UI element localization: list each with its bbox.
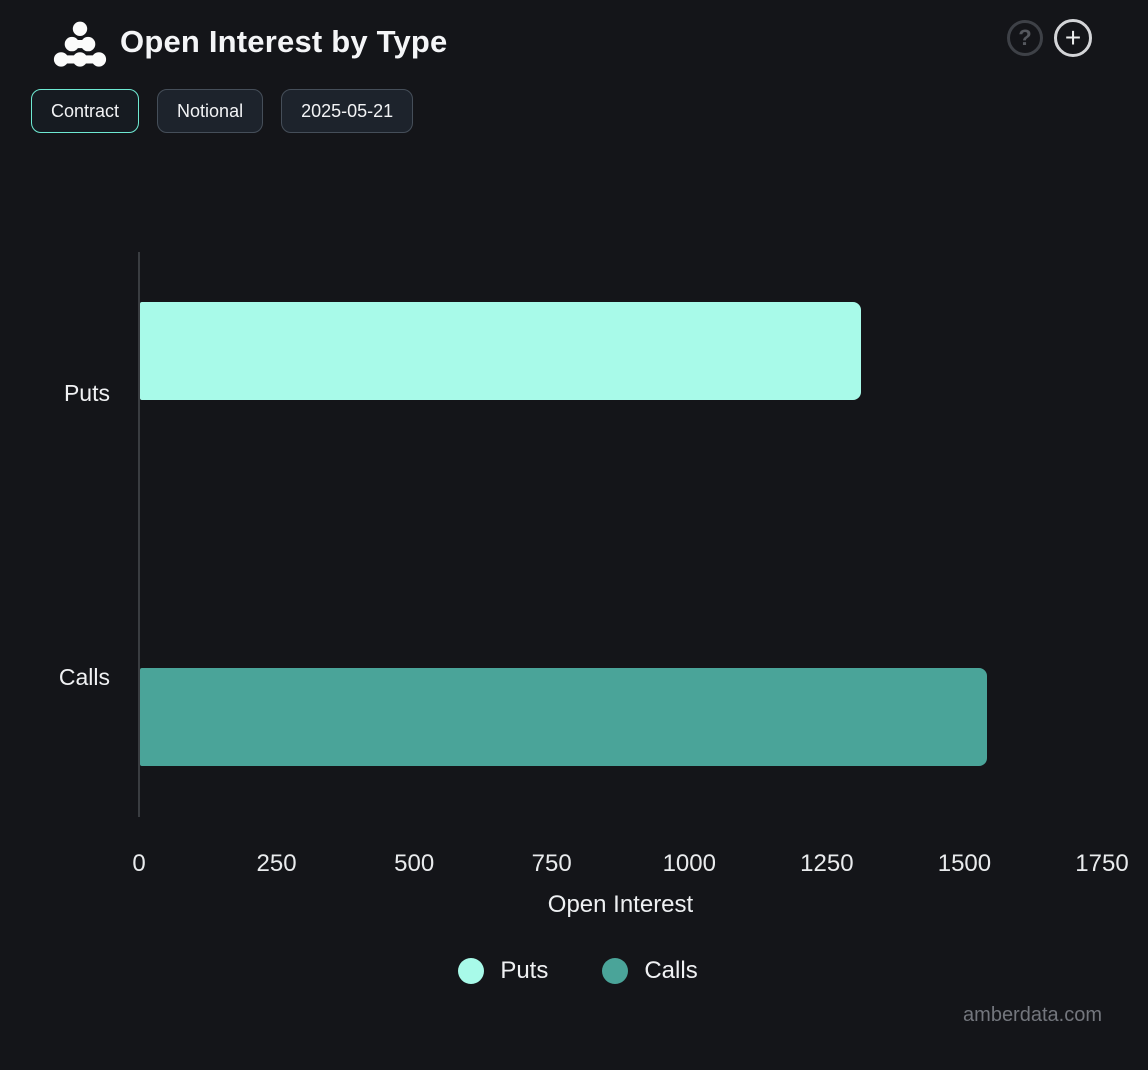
calls-legend-dot-icon [602, 958, 629, 984]
bar-puts[interactable] [140, 302, 861, 400]
legend-label: Puts [500, 957, 549, 984]
x-tick-label: 1250 [800, 850, 854, 877]
y-axis-line [138, 252, 140, 817]
chart-legend: Puts Calls [0, 957, 1148, 985]
amberdata-logo-icon [53, 21, 107, 67]
question-mark-icon: ? [1018, 25, 1032, 50]
expiry-date-button[interactable]: 2025-05-21 [281, 89, 414, 133]
x-tick-label: 0 [132, 850, 146, 877]
y-tick-label-puts: Puts [63, 380, 110, 406]
toggle-contract-button[interactable]: Contract [31, 89, 140, 133]
x-tick-label: 1500 [937, 850, 992, 877]
puts-legend-dot-icon [458, 958, 485, 984]
x-tick-label: 1750 [1075, 850, 1129, 877]
legend-label: Calls [644, 957, 698, 984]
bar-calls[interactable] [140, 668, 987, 766]
plus-icon: + [1064, 22, 1082, 53]
x-axis-title: Open Interest [547, 891, 694, 918]
x-tick-label: 1000 [662, 850, 716, 877]
page-title: Open Interest by Type [120, 24, 448, 59]
x-tick-label: 250 [256, 850, 297, 877]
x-tick-label: 750 [531, 850, 572, 877]
toggle-notional-button[interactable]: Notional [157, 89, 264, 133]
help-button[interactable]: ? [1007, 20, 1043, 56]
legend-item-calls[interactable]: Calls [602, 957, 698, 985]
x-tick-label: 500 [394, 850, 435, 877]
legend-item-puts[interactable]: Puts [458, 957, 548, 985]
chart-toolbar: Contract Notional 2025-05-21 [31, 89, 414, 133]
y-tick-label-calls: Calls [58, 664, 110, 690]
add-button[interactable]: + [1054, 19, 1092, 57]
watermark: amberdata.com [963, 1004, 1102, 1026]
